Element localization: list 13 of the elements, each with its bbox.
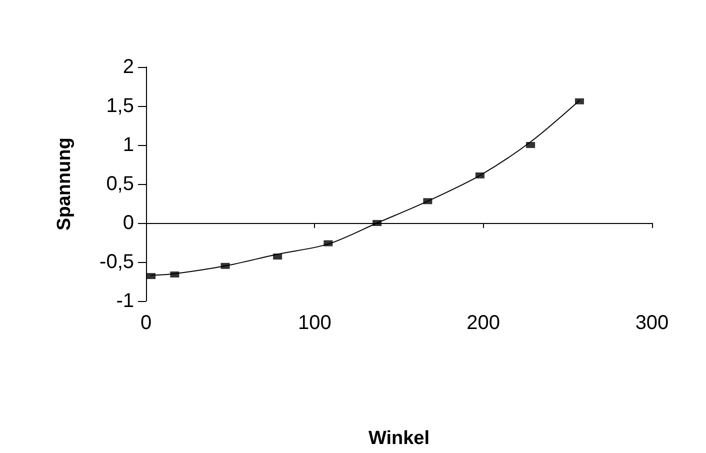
- x-tick-label: 200: [466, 312, 500, 334]
- y-tick-label: -1: [116, 290, 134, 312]
- y-tick-label: 2: [122, 56, 134, 78]
- y-tick-label: -0,5: [100, 251, 134, 273]
- y-tick-label: 0: [122, 212, 134, 234]
- y-axis-title: Spannung: [54, 138, 75, 230]
- x-tick-label: 100: [298, 312, 332, 334]
- x-tick-label: 300: [635, 312, 669, 334]
- y-tick-label: 0,5: [106, 173, 134, 195]
- x-tick-label: 0: [140, 312, 152, 334]
- x-axis-title: Winkel: [368, 428, 430, 449]
- y-tick-label: 1,5: [106, 95, 134, 117]
- y-tick-label: 1: [122, 134, 134, 156]
